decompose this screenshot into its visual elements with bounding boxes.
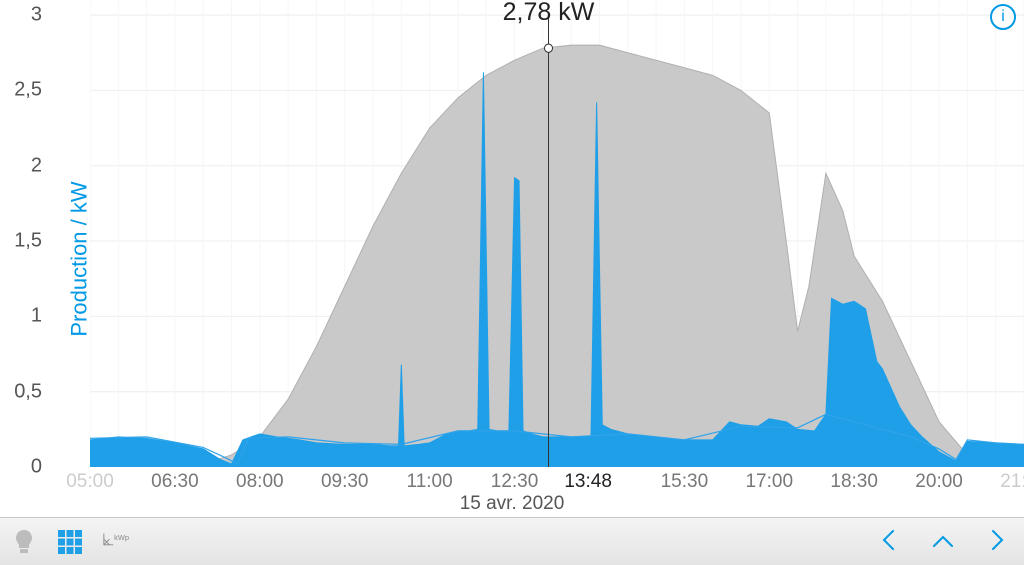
chevron-up-icon — [932, 533, 954, 551]
chart-svg — [90, 0, 1024, 467]
next-button[interactable] — [980, 526, 1014, 558]
cursor-value-label: 2,78 kW — [503, 0, 595, 27]
info-button[interactable]: i — [990, 4, 1016, 30]
production-chart[interactable]: Production / kW 00,511,522,53 2,78 kW i … — [0, 0, 1024, 517]
plot-area[interactable]: 2,78 kW — [90, 0, 1024, 467]
svg-text:kWp: kWp — [114, 533, 129, 542]
x-axis-ticks: 05:0006:3008:0009:3011:0012:3013:4815:30… — [90, 471, 1024, 493]
prev-button[interactable] — [872, 526, 906, 558]
chevron-left-icon — [880, 529, 898, 551]
kwp-scale-icon[interactable]: kWp — [102, 528, 130, 556]
bottom-toolbar: kWp — [0, 517, 1024, 565]
info-icon: i — [1001, 8, 1005, 26]
solar-panel-icon[interactable] — [56, 528, 84, 556]
chevron-right-icon — [988, 529, 1006, 551]
bulb-icon[interactable] — [10, 528, 38, 556]
y-axis-label: Production / kW — [67, 181, 93, 336]
up-button[interactable] — [924, 526, 962, 558]
date-label: 15 avr. 2020 — [460, 493, 565, 515]
